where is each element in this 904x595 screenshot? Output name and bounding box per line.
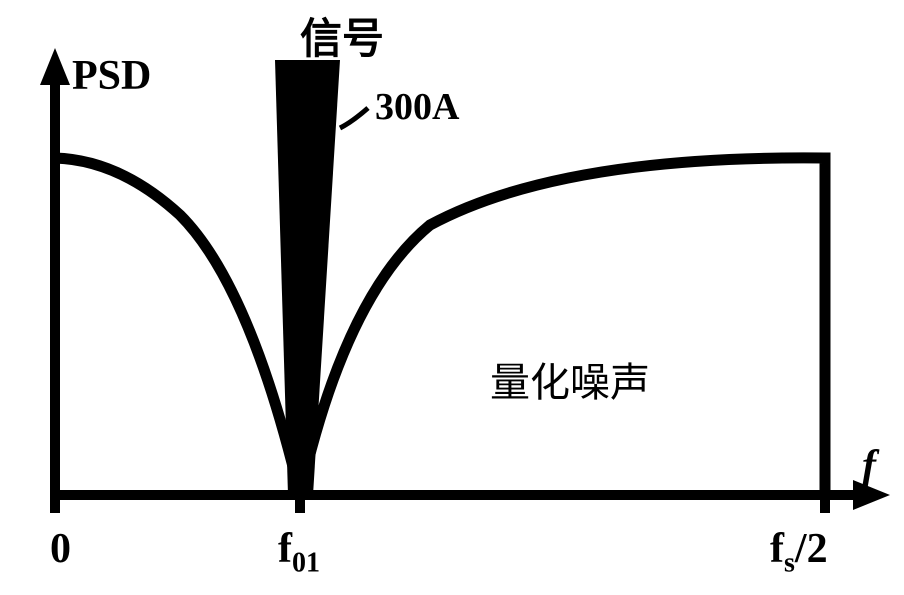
x-axis-label: f	[862, 442, 876, 490]
x-axis	[55, 480, 890, 510]
psd-diagram: PSD f 0 f01 fs/2 信号 300A 量化噪声	[0, 0, 904, 595]
signal-label: 信号	[300, 5, 384, 66]
y-axis	[40, 48, 70, 495]
y-axis-label: PSD	[72, 52, 151, 100]
fs2-label: fs/2	[770, 525, 828, 579]
noise-curve-left	[55, 158, 300, 495]
origin-label: 0	[50, 525, 71, 573]
annotation-300a: 300A	[375, 85, 459, 129]
noise-curve-right	[300, 158, 825, 495]
f01-label: f01	[278, 525, 320, 579]
quantization-noise-label: 量化噪声	[490, 350, 650, 408]
callout-line	[340, 108, 368, 128]
